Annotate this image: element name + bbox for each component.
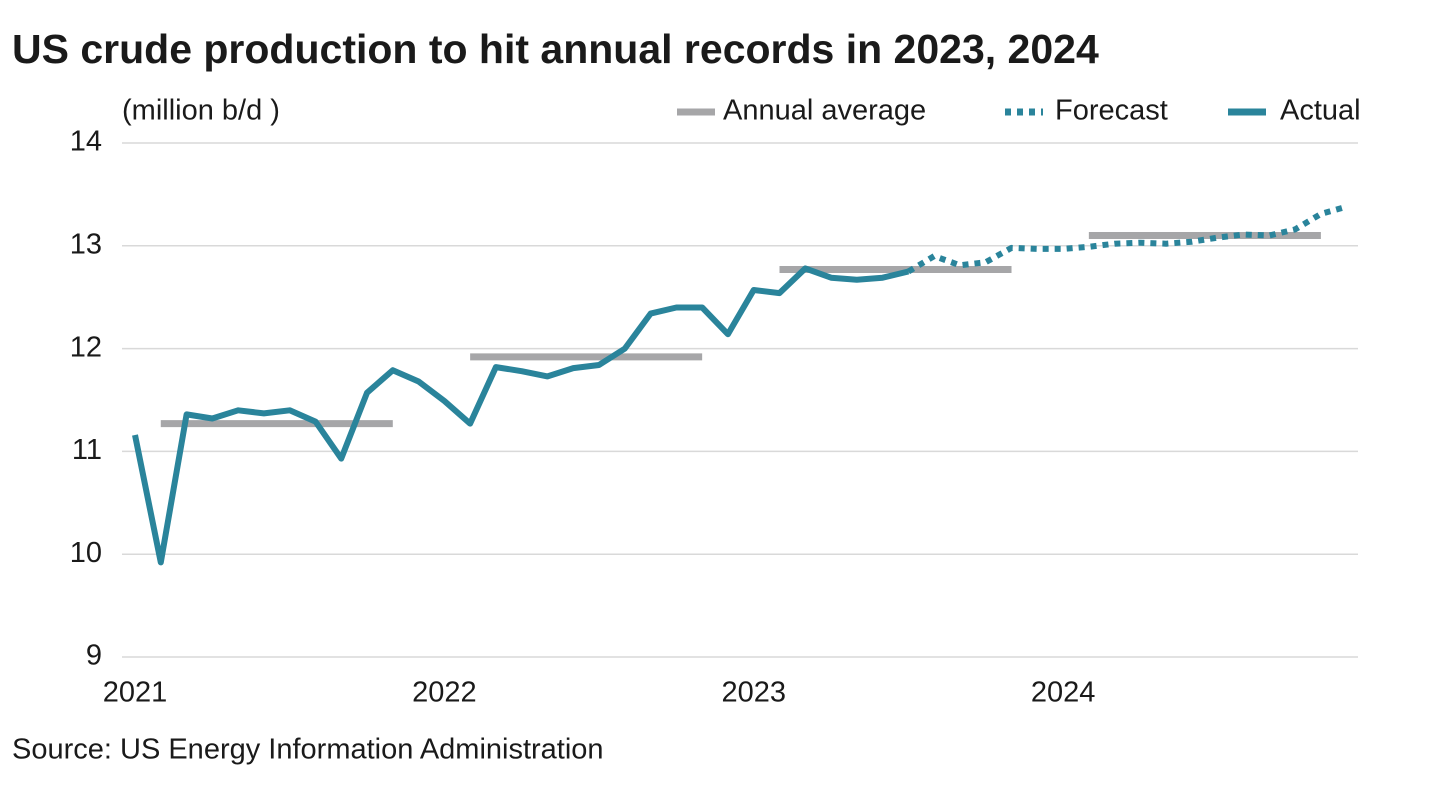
legend-label: Forecast bbox=[1055, 95, 1168, 127]
y-tick-label: 9 bbox=[86, 640, 102, 672]
x-tick-label: 2021 bbox=[103, 677, 168, 709]
y-tick-label: 10 bbox=[70, 537, 102, 569]
legend-label: Actual bbox=[1280, 95, 1361, 127]
series-line bbox=[906, 203, 1348, 275]
x-tick-label: 2024 bbox=[1031, 677, 1096, 709]
y-tick-label: 13 bbox=[70, 228, 102, 260]
legend-label: Annual average bbox=[723, 95, 926, 127]
chart-title: US crude production to hit annual record… bbox=[12, 26, 1099, 72]
y-tick-label: 12 bbox=[70, 331, 102, 363]
source: Source: US Energy Information Administra… bbox=[12, 734, 604, 766]
y-tick-label: 14 bbox=[70, 126, 102, 158]
series-line bbox=[132, 265, 910, 566]
x-tick-label: 2022 bbox=[412, 677, 477, 709]
x-tick-label: 2023 bbox=[721, 677, 786, 709]
y-axis-label: (million b/d ) bbox=[122, 95, 280, 127]
y-tick-label: 11 bbox=[72, 434, 102, 466]
